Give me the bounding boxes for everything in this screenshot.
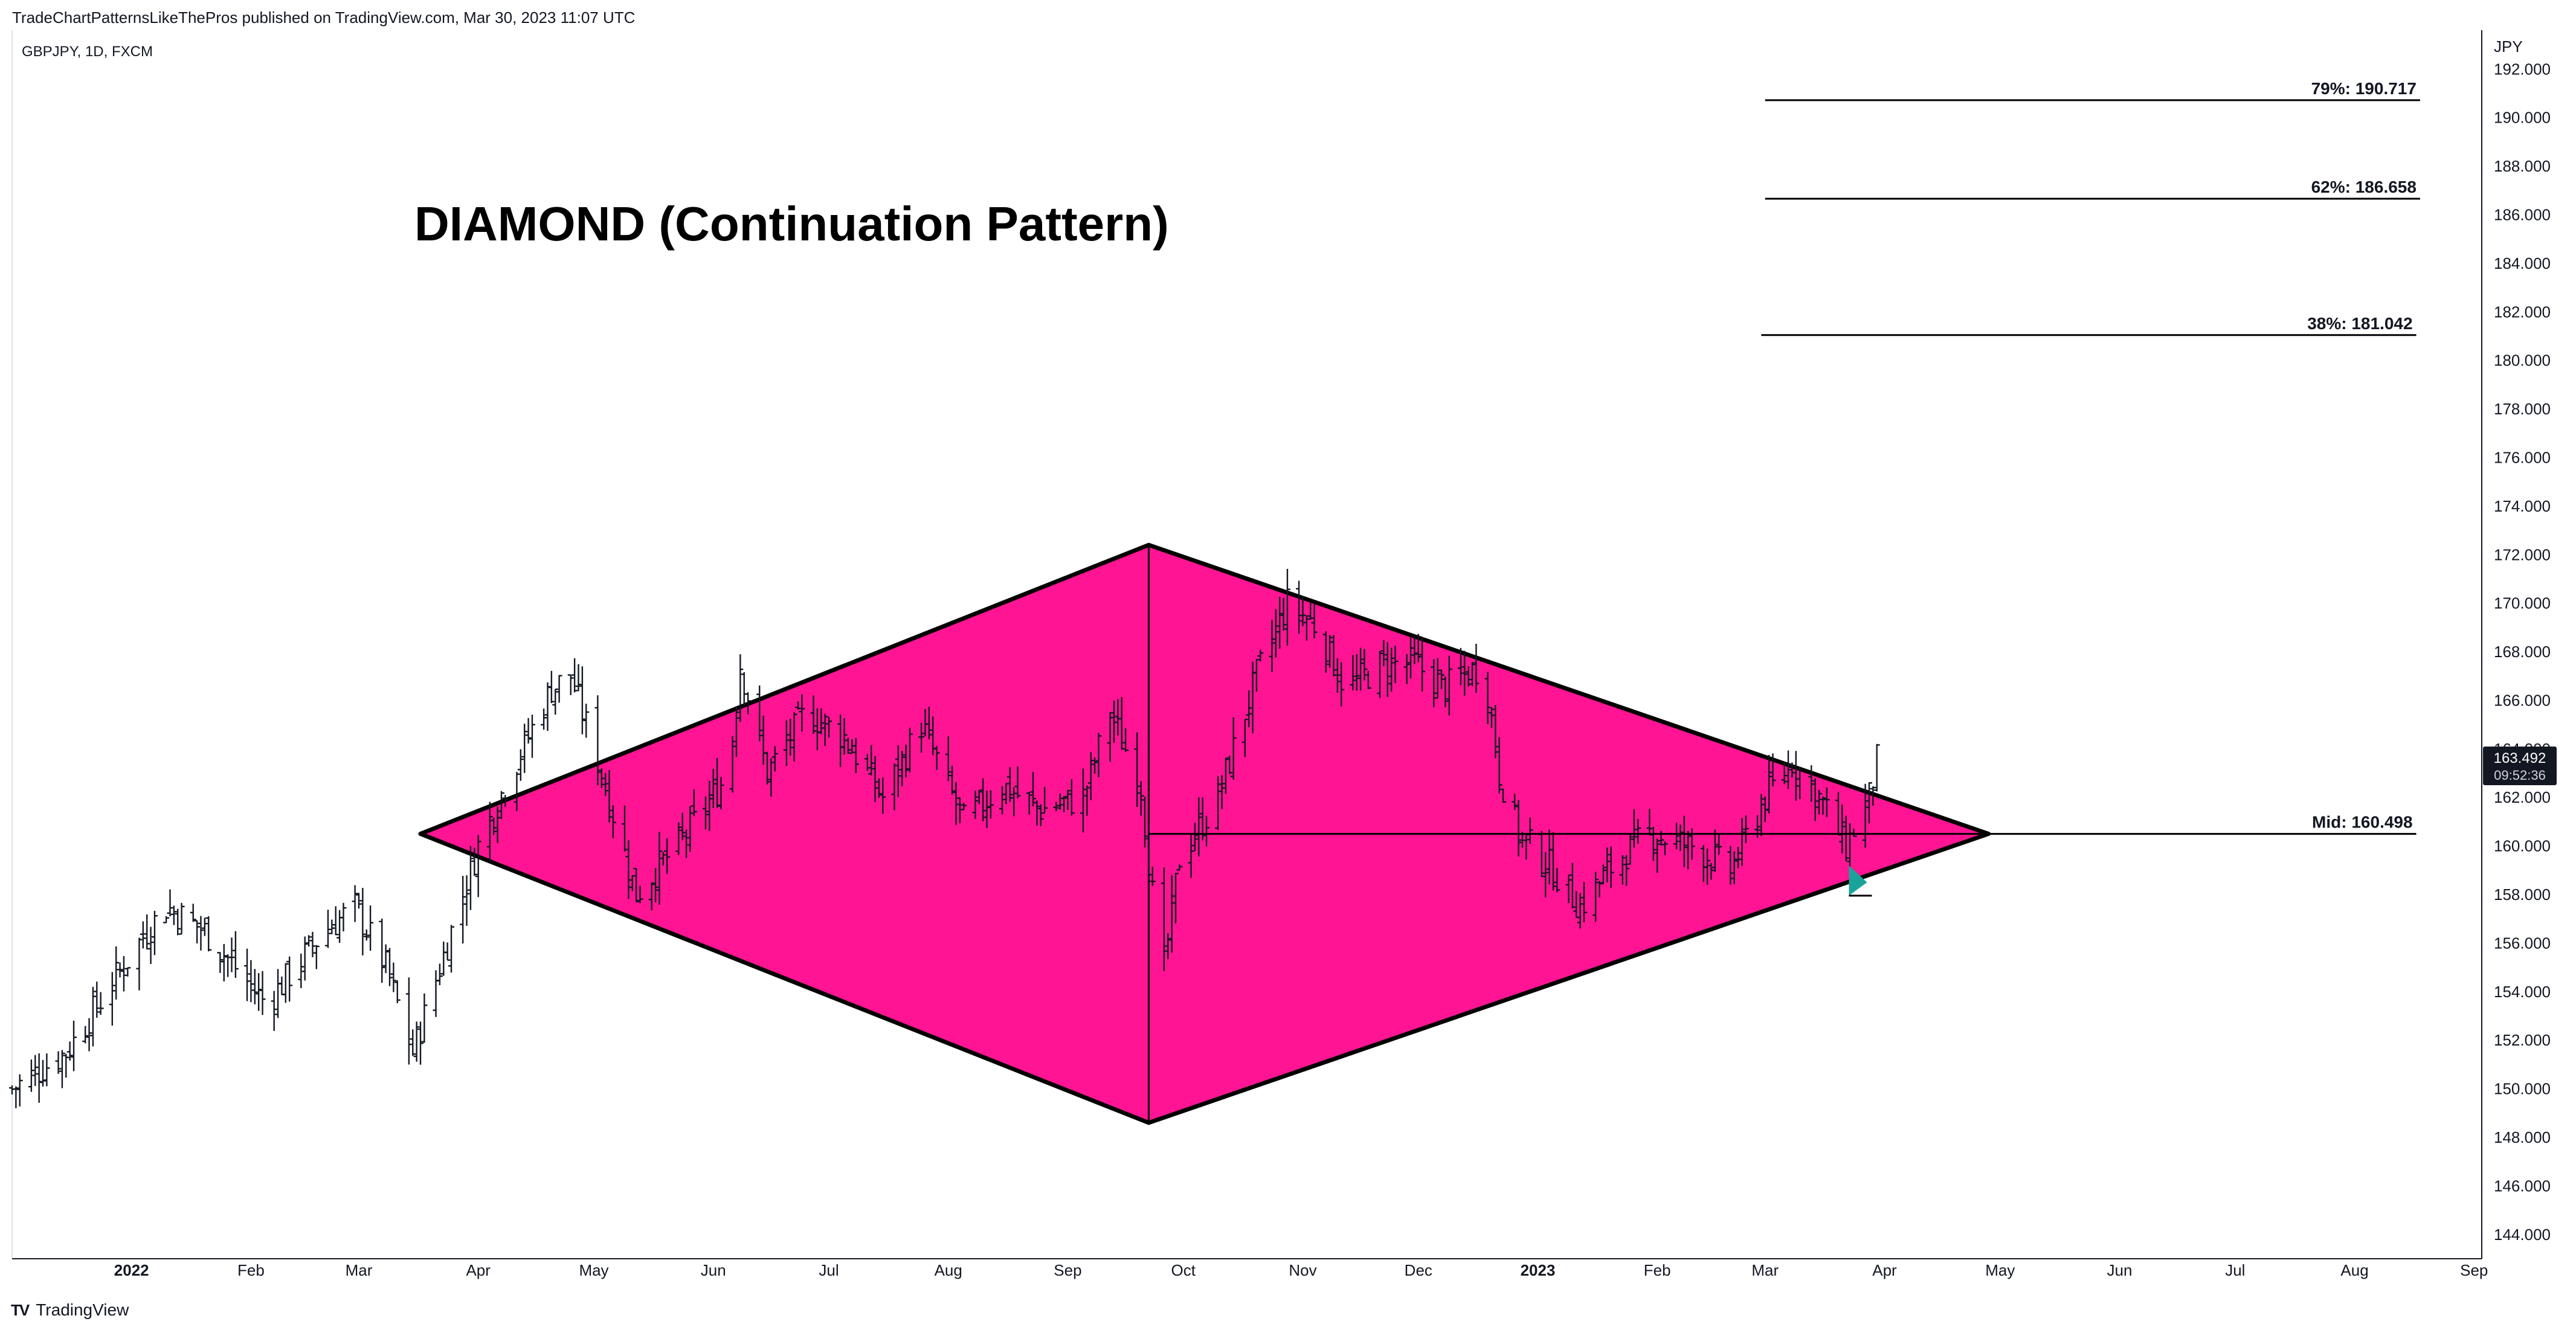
tradingview-logo-icon: TV	[11, 1300, 30, 1319]
y-tick-label: 160.000	[2494, 837, 2551, 855]
x-tick-label: May	[579, 1261, 608, 1279]
level-label: 38%: 181.042	[2307, 314, 2412, 333]
x-tick-label: Aug	[935, 1261, 962, 1279]
y-tick-label: 148.000	[2494, 1128, 2551, 1146]
last-price-value: 163.492	[2494, 750, 2546, 766]
arrow-up-icon	[1849, 865, 1867, 896]
x-tick-label: Apr	[466, 1261, 491, 1279]
last-price-tag	[2483, 746, 2557, 785]
x-tick-label: Sep	[2460, 1261, 2488, 1279]
y-tick-label: 184.000	[2494, 254, 2551, 272]
symbol-info[interactable]: GBPJPY, 1D, FXCM	[22, 43, 153, 60]
y-tick-label: 146.000	[2494, 1177, 2551, 1195]
y-tick-label: 174.000	[2494, 497, 2551, 515]
x-tick-label: Mar	[346, 1261, 373, 1279]
x-tick-label: 2022	[114, 1261, 149, 1279]
x-tick-label: Feb	[237, 1261, 265, 1279]
x-tick-label: Mar	[1751, 1261, 1779, 1279]
brand-name: TradingView	[36, 1300, 129, 1319]
y-tick-label: 192.000	[2494, 60, 2551, 78]
y-tick-label: 150.000	[2494, 1080, 2551, 1098]
y-tick-label: 182.000	[2494, 303, 2551, 321]
chart-title: DIAMOND (Continuation Pattern)	[414, 197, 1169, 251]
x-tick-label: Dec	[1405, 1261, 1432, 1279]
y-tick-label: 144.000	[2494, 1226, 2551, 1244]
x-tick-label: Sep	[1054, 1261, 1081, 1279]
x-tick-label: Feb	[1644, 1261, 1671, 1279]
y-tick-label: 178.000	[2494, 400, 2551, 418]
y-tick-label: 162.000	[2494, 788, 2551, 806]
x-tick-label: Aug	[2340, 1261, 2368, 1279]
y-tick-label: 168.000	[2494, 643, 2551, 661]
x-tick-label: Oct	[1171, 1261, 1196, 1279]
y-tick-label: 172.000	[2494, 545, 2551, 564]
x-tick-label: Jul	[2225, 1261, 2245, 1279]
y-tick-label: 152.000	[2494, 1031, 2551, 1049]
currency-label: JPY	[2494, 37, 2523, 56]
y-tick-label: 188.000	[2494, 157, 2551, 175]
y-tick-label: 158.000	[2494, 885, 2551, 904]
publish-info: TradeChartPatternsLikeThePros published …	[12, 8, 636, 27]
y-tick-label: 176.000	[2494, 448, 2551, 466]
y-tick-label: 180.000	[2494, 352, 2551, 370]
level-label: 62%: 186.658	[2311, 178, 2417, 196]
level-label: Mid: 160.498	[2312, 813, 2413, 832]
y-tick-label: 170.000	[2494, 594, 2551, 612]
x-tick-label: May	[1985, 1261, 2015, 1279]
x-tick-label: Jun	[2107, 1261, 2133, 1279]
x-tick-label: 2023	[1521, 1261, 1556, 1279]
x-tick-label: Apr	[1872, 1261, 1897, 1279]
x-tick-label: Jun	[701, 1261, 726, 1279]
y-tick-label: 166.000	[2494, 691, 2551, 709]
last-price-countdown: 09:52:36	[2494, 768, 2546, 783]
y-tick-label: 186.000	[2494, 206, 2551, 224]
footer-brand[interactable]: TV TradingView	[11, 1300, 129, 1320]
y-tick-label: 156.000	[2494, 934, 2551, 952]
y-tick-label: 190.000	[2494, 109, 2551, 127]
x-tick-label: Jul	[819, 1261, 839, 1279]
level-label: 79%: 190.717	[2311, 79, 2417, 98]
x-tick-label: Nov	[1289, 1261, 1316, 1279]
y-tick-label: 154.000	[2494, 983, 2551, 1001]
